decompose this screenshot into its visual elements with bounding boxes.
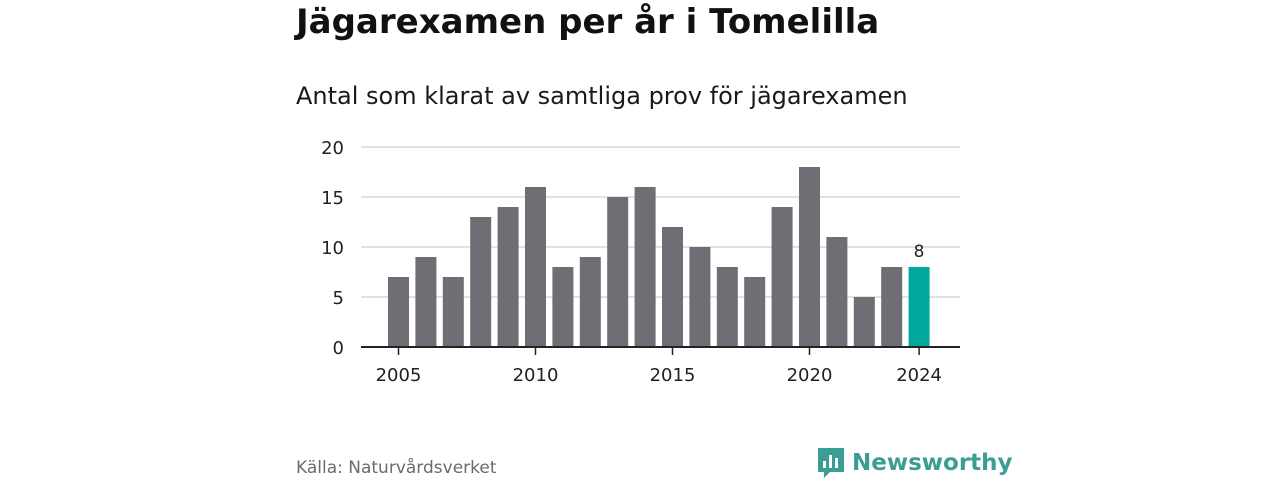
- y-tick-label: 10: [321, 238, 344, 259]
- bar: [716, 267, 738, 347]
- bar: [799, 167, 820, 347]
- bar: [662, 227, 683, 347]
- chart-subtitle: Antal som klarat av samtliga prov för jä…: [296, 82, 908, 110]
- brand-name: Newsworthy: [852, 450, 1013, 476]
- bar: [826, 237, 848, 347]
- bar: [388, 277, 409, 347]
- bar: [607, 197, 629, 347]
- bar-highlight: [908, 267, 930, 347]
- bar: [853, 297, 875, 347]
- bar: [579, 257, 601, 347]
- brand-logo: Newsworthy: [816, 446, 1013, 480]
- bar: [744, 277, 766, 347]
- bar: [442, 277, 464, 347]
- bar: [771, 207, 793, 347]
- bar: [497, 207, 519, 347]
- x-tick-label: 2010: [513, 365, 559, 386]
- bar: [881, 267, 903, 347]
- data-label: 8: [914, 242, 925, 262]
- x-tick-label: 2020: [787, 365, 833, 386]
- bar-chart: 0 5 10 15 20 8 2005 2010 2015 2020 2024: [321, 138, 960, 386]
- source-note: Källa: Naturvårdsverket: [296, 458, 497, 478]
- bar: [415, 257, 437, 347]
- bar: [634, 187, 656, 347]
- bar: [470, 217, 492, 347]
- y-tick-label: 15: [321, 188, 344, 209]
- y-tick-label: 0: [333, 338, 344, 359]
- bar: [552, 267, 574, 347]
- x-tick-label: 2015: [650, 365, 696, 386]
- x-tick-label: 2024: [896, 365, 942, 386]
- chart-title: Jägarexamen per år i Tomelilla: [296, 2, 880, 42]
- bar: [525, 187, 546, 347]
- y-tick-label: 20: [321, 138, 344, 159]
- y-tick-label: 5: [333, 288, 344, 309]
- bar: [689, 247, 711, 347]
- x-tick-label: 2005: [376, 365, 422, 386]
- bar-chart-speech-icon: [818, 448, 844, 478]
